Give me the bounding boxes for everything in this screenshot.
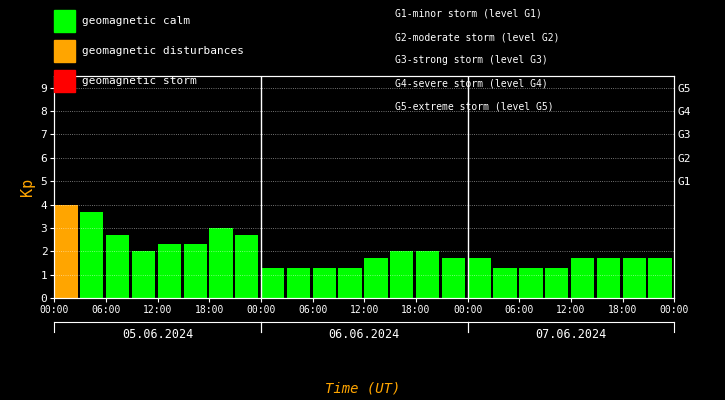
Bar	[157, 244, 181, 298]
Bar	[494, 268, 517, 298]
Bar	[416, 251, 439, 298]
Text: 05.06.2024: 05.06.2024	[122, 328, 194, 341]
Text: G2-moderate storm (level G2): G2-moderate storm (level G2)	[395, 32, 560, 42]
Bar	[364, 258, 388, 298]
Text: G5-extreme storm (level G5): G5-extreme storm (level G5)	[395, 102, 554, 112]
Bar	[210, 228, 233, 298]
Bar	[519, 268, 542, 298]
Text: 07.06.2024: 07.06.2024	[535, 328, 607, 341]
Text: Time (UT): Time (UT)	[325, 382, 400, 396]
Bar	[183, 244, 207, 298]
Bar	[390, 251, 413, 298]
Text: G3-strong storm (level G3): G3-strong storm (level G3)	[395, 55, 548, 65]
Bar	[571, 258, 594, 298]
Bar	[106, 235, 129, 298]
Text: geomagnetic calm: geomagnetic calm	[82, 16, 190, 26]
Text: 06.06.2024: 06.06.2024	[328, 328, 400, 341]
Bar	[648, 258, 671, 298]
Bar	[468, 258, 491, 298]
Bar	[235, 235, 258, 298]
Bar	[623, 258, 646, 298]
Bar	[54, 204, 78, 298]
Y-axis label: Kp: Kp	[20, 178, 35, 196]
Bar	[597, 258, 620, 298]
Bar	[80, 212, 104, 298]
Text: geomagnetic disturbances: geomagnetic disturbances	[82, 46, 244, 56]
Bar	[287, 268, 310, 298]
Bar	[132, 251, 155, 298]
Bar	[261, 268, 284, 298]
Text: geomagnetic storm: geomagnetic storm	[82, 76, 196, 86]
Text: G4-severe storm (level G4): G4-severe storm (level G4)	[395, 78, 548, 88]
Bar	[545, 268, 568, 298]
Text: G1-minor storm (level G1): G1-minor storm (level G1)	[395, 9, 542, 19]
Bar	[312, 268, 336, 298]
Bar	[339, 268, 362, 298]
Bar	[442, 258, 465, 298]
